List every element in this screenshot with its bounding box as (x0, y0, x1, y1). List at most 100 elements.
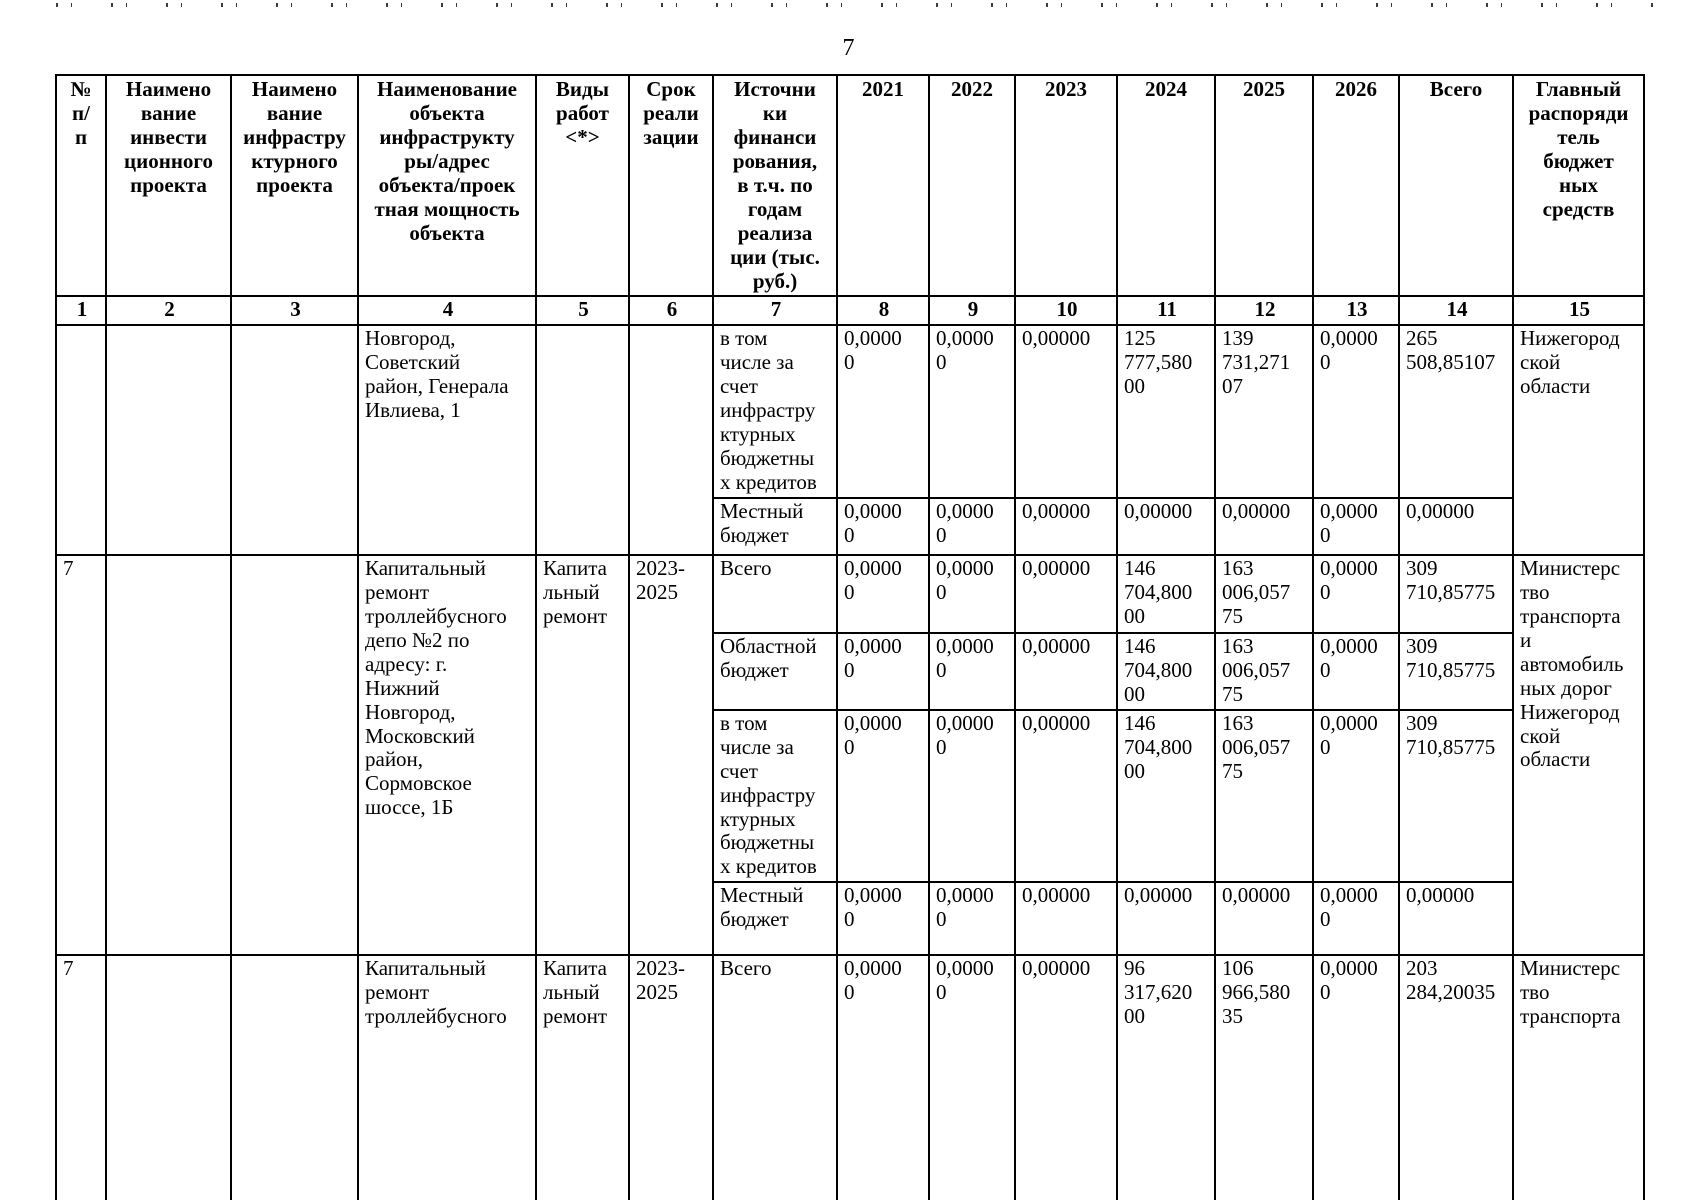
row-b-infra-credits: в том числе за счет инфрастру ктурных бю… (56, 708, 1644, 884)
cell-a2-2021: 0,0000 0 (836, 496, 930, 556)
header-2021: 2021 (836, 73, 930, 298)
cell-b3-2026: 0,0000 0 (1312, 708, 1400, 884)
header-2023: 2023 (1014, 73, 1118, 298)
cell-b4-2024: 0,00000 (1116, 881, 1216, 957)
cell-b-object-address: Капитальный ремонт троллейбусного депо №… (357, 553, 537, 957)
cell-a2-2026: 0,0000 0 (1312, 496, 1400, 556)
cell-b1-2024: 146 704,800 00 (1116, 553, 1216, 634)
cell-b-infrastructure-project (230, 553, 359, 957)
cell-b3-2025: 163 006,057 75 (1214, 708, 1314, 884)
cell-a2-source: Местный бюджет (712, 496, 838, 556)
row-a-local-budget: Местный бюджет 0,0000 0 0,0000 0 0,00000… (56, 496, 1644, 556)
cell-b-investment-project (105, 553, 232, 957)
cell-b2-2021: 0,0000 0 (836, 631, 930, 711)
cell-c-work-type: Капита льный ремонт (535, 954, 630, 1200)
cell-b1-total: 309 710,85775 (1398, 553, 1514, 634)
cell-a2-2022: 0,0000 0 (928, 496, 1016, 556)
cell-c1-2022: 0,0000 0 (928, 954, 1016, 1200)
cell-a1-2021: 0,0000 0 (836, 324, 930, 499)
page-number: 7 (842, 35, 855, 61)
colnum-12: 12 (1214, 295, 1314, 327)
cell-a1-total: 265 508,85107 (1398, 324, 1514, 499)
cell-b2-2023: 0,00000 (1014, 631, 1118, 711)
colnum-8: 8 (836, 295, 930, 327)
cell-b2-source: Областной бюджет (712, 631, 838, 711)
cell-b4-2023: 0,00000 (1014, 881, 1118, 957)
cell-b2-total: 309 710,85775 (1398, 631, 1514, 711)
row-a-infra-credits: Новгород, Советский район, Генерала Ивли… (55, 324, 1645, 556)
header-period: Срок реали зации (628, 73, 714, 298)
cell-c-num: 7 (55, 954, 107, 1200)
cell-b3-2024: 146 704,800 00 (1116, 708, 1216, 884)
cell-c1-total: 203 284,20035 (1398, 954, 1514, 1200)
cell-c-investment-project (105, 954, 232, 1200)
cell-b4-2025: 0,00000 (1214, 881, 1314, 957)
cell-a1-source: в том числе за счет инфрастру ктурных бю… (712, 324, 838, 499)
colnum-13: 13 (1312, 295, 1400, 327)
header-2024: 2024 (1116, 73, 1216, 298)
cell-a-work-type (535, 324, 630, 556)
header-total: Всего (1398, 73, 1514, 298)
cell-a-infrastructure-project (230, 324, 359, 556)
cell-c1-source: Всего (712, 954, 838, 1200)
cell-b1-2025: 163 006,057 75 (1214, 553, 1314, 634)
cell-a1-2024: 125 777,580 00 (1116, 324, 1216, 499)
header-funding-sources: Источни ки финанси рования, в т.ч. по го… (712, 73, 838, 298)
cell-c1-2021: 0,0000 0 (836, 954, 930, 1200)
cell-a-num (55, 324, 107, 556)
cell-c-infrastructure-project (230, 954, 359, 1200)
cell-b3-2023: 0,00000 (1014, 708, 1118, 884)
cell-a1-2026: 0,0000 0 (1312, 324, 1400, 499)
colnum-4: 4 (357, 295, 537, 327)
column-numbers-row: 1 2 3 4 5 6 7 8 9 10 11 12 13 14 15 (55, 295, 1645, 327)
cell-b3-2021: 0,0000 0 (836, 708, 930, 884)
cell-c1-2026: 0,0000 0 (1312, 954, 1400, 1200)
cell-a2-total: 0,00000 (1398, 496, 1514, 556)
cell-b-num: 7 (55, 553, 107, 957)
cell-a2-2025: 0,00000 (1214, 496, 1314, 556)
cell-c-grbs: Министерс тво транспорта (1512, 954, 1645, 1200)
header-work-types: Виды работ <*> (535, 73, 630, 298)
row-b-regional-budget: Областной бюджет 0,0000 0 0,0000 0 0,000… (56, 631, 1644, 711)
cell-b4-2026: 0,0000 0 (1312, 881, 1400, 957)
row-b-total: 7 Капитальный ремонт троллейбусного депо… (55, 553, 1645, 957)
header-grbs: Главный распоряди тель бюджет ных средст… (1512, 73, 1645, 298)
cell-a1-2023: 0,00000 (1014, 324, 1118, 499)
cell-b2-2022: 0,0000 0 (928, 631, 1016, 711)
cell-b3-source: в том числе за счет инфрастру ктурных бю… (712, 708, 838, 884)
colnum-6: 6 (628, 295, 714, 327)
colnum-5: 5 (535, 295, 630, 327)
colnum-1: 1 (55, 295, 107, 327)
clipped-previous-line-fragments (40, 3, 1657, 7)
cell-b1-2026: 0,0000 0 (1312, 553, 1400, 634)
cell-b1-2023: 0,00000 (1014, 553, 1118, 634)
cell-b4-2022: 0,0000 0 (928, 881, 1016, 957)
cell-b2-2024: 146 704,800 00 (1116, 631, 1216, 711)
cell-a2-2023: 0,00000 (1014, 496, 1118, 556)
cell-b4-source: Местный бюджет (712, 881, 838, 957)
cell-b3-total: 309 710,85775 (1398, 708, 1514, 884)
header-infrastructure-project: Наимено вание инфрастру ктурного проекта (230, 73, 359, 298)
cell-c-object-address: Капитальный ремонт троллейбусного (357, 954, 537, 1200)
cell-a2-2024: 0,00000 (1116, 496, 1216, 556)
cell-a1-2025: 139 731,271 07 (1214, 324, 1314, 499)
cell-a1-2022: 0,0000 0 (928, 324, 1016, 499)
cell-b4-total: 0,00000 (1398, 881, 1514, 957)
cell-b-period: 2023- 2025 (628, 553, 714, 957)
header-2025: 2025 (1214, 73, 1314, 298)
colnum-9: 9 (928, 295, 1016, 327)
cell-b1-source: Всего (712, 553, 838, 634)
header-object-name: Наименование объекта инфраструкту ры/адр… (357, 73, 537, 298)
cell-b4-2021: 0,0000 0 (836, 881, 930, 957)
header-2022: 2022 (928, 73, 1016, 298)
cell-b3-2022: 0,0000 0 (928, 708, 1016, 884)
header-row: № п/ п Наимено вание инвести ционного пр… (55, 73, 1645, 298)
cell-b1-2021: 0,0000 0 (836, 553, 930, 634)
colnum-15: 15 (1512, 295, 1645, 327)
cell-a-grbs: Нижегород ской области (1512, 324, 1645, 556)
header-investment-project: Наимено вание инвести ционного проекта (105, 73, 232, 298)
cell-c-period: 2023- 2025 (628, 954, 714, 1200)
colnum-10: 10 (1014, 295, 1118, 327)
cell-b2-2025: 163 006,057 75 (1214, 631, 1314, 711)
